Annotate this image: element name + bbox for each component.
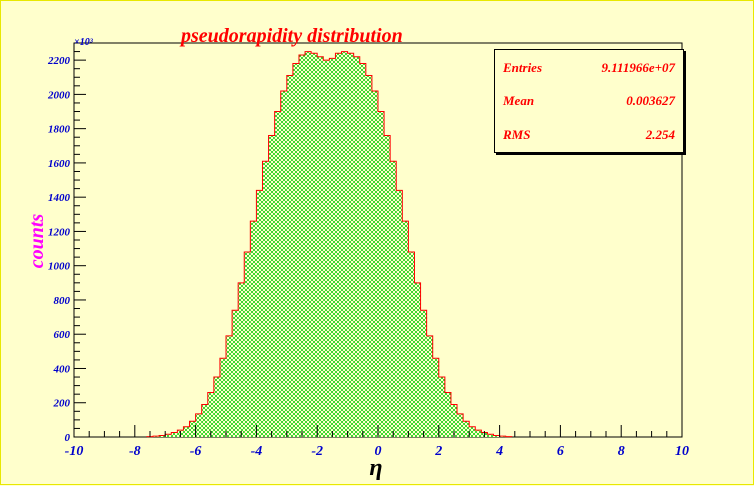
stats-rms-row: RMS 2.254 (503, 127, 675, 143)
histogram-bin (171, 433, 177, 437)
stats-entries-label: Entries (503, 60, 542, 76)
histogram-bars (147, 52, 512, 437)
histogram-bin (262, 161, 268, 437)
stats-rms-value: 2.254 (646, 127, 675, 143)
histogram-bin (202, 404, 208, 437)
histogram-bin (348, 53, 354, 437)
y-tick-label: 600 (54, 329, 71, 341)
histogram-bin (414, 283, 420, 437)
stats-mean-row: Mean 0.003627 (503, 93, 675, 109)
y-tick-label: 2000 (47, 89, 71, 101)
histogram-bin (293, 64, 299, 437)
histogram-bin (342, 52, 348, 437)
histogram-bin (445, 392, 451, 437)
histogram-bin (287, 76, 293, 437)
histogram-bin (366, 76, 372, 437)
histogram-bin (305, 52, 311, 437)
chart-title: pseudorapidity distribution (181, 25, 403, 48)
histogram-bin (244, 252, 250, 437)
histogram-bin (299, 55, 305, 437)
histogram-bin (475, 430, 481, 437)
x-tick-label: 8 (618, 444, 625, 459)
x-tick-label: 6 (557, 444, 564, 459)
x-axis-title: η (369, 455, 382, 481)
stats-box: Entries 9.111966e+07 Mean 0.003627 RMS 2… (494, 49, 684, 153)
histogram-bin (208, 392, 214, 437)
histogram-bin (238, 283, 244, 437)
histogram-bin (214, 377, 220, 437)
stats-entries-value: 9.111966e+07 (602, 60, 676, 76)
histogram-bin (354, 57, 360, 437)
histogram-bin (469, 427, 475, 437)
histogram-bin (311, 53, 317, 437)
histogram-bin (384, 136, 390, 437)
stats-rms-label: RMS (503, 127, 530, 143)
histogram-bin (269, 136, 275, 437)
histogram-bin (463, 421, 469, 437)
histogram-bin (183, 427, 189, 437)
y-tick-label: 2200 (47, 55, 71, 67)
histogram-bin (421, 310, 427, 437)
y-tick-label: 1000 (48, 261, 71, 273)
histogram-bin (281, 91, 287, 437)
histogram-bin (360, 64, 366, 437)
x-tick-label: -4 (251, 444, 263, 459)
y-tick-label: 800 (54, 295, 71, 307)
histogram-bin (390, 161, 396, 437)
histogram-bin (329, 58, 335, 437)
x-tick-label: -10 (65, 444, 84, 459)
histogram-bin (396, 190, 402, 437)
histogram-bin (220, 358, 226, 437)
y-axis-title: counts (26, 214, 48, 269)
stats-mean-label: Mean (503, 93, 534, 109)
x-tick-label: 4 (495, 444, 503, 459)
histogram-bin (408, 252, 414, 437)
x-tick-label: -6 (190, 444, 202, 459)
y-tick-label: 1600 (48, 158, 71, 170)
y-tick-label: 1400 (48, 192, 71, 204)
histogram-bin (433, 358, 439, 437)
histogram-bin (226, 336, 232, 437)
y-axis: 0 200 400 600 800 1000 1200 1400 1600 1800 2000 220… (47, 43, 86, 444)
histogram-bin (335, 53, 341, 437)
histogram-bin (439, 377, 445, 437)
histogram-bin (256, 190, 262, 437)
histogram-bin (275, 112, 281, 437)
x-tick-label: 10 (675, 444, 689, 459)
y-multiplier-label: ×10³ (74, 37, 94, 48)
x-tick-label: 2 (434, 444, 442, 459)
y-tick-label: 1800 (48, 124, 71, 136)
histogram-bin (378, 112, 384, 437)
x-tick-label: -8 (129, 444, 141, 459)
x-tick-label: -2 (311, 444, 323, 459)
histogram-bin (427, 336, 433, 437)
histogram-bin (317, 57, 323, 437)
histogram-bin (372, 91, 378, 437)
histogram-bin (402, 221, 408, 437)
y-tick-label: 0 (65, 432, 71, 444)
stats-mean-value: 0.003627 (626, 93, 675, 109)
histogram-bin (457, 414, 463, 437)
y-tick-label: 1200 (48, 226, 71, 238)
histogram-bin (250, 221, 256, 437)
y-tick-label: 400 (53, 363, 71, 375)
stats-entries-row: Entries 9.111966e+07 (503, 60, 675, 76)
histogram-bin (190, 421, 196, 437)
histogram-bin (232, 310, 238, 437)
histogram-bin (323, 60, 329, 437)
histogram-bin (196, 414, 202, 437)
y-tick-label: 200 (53, 398, 71, 410)
